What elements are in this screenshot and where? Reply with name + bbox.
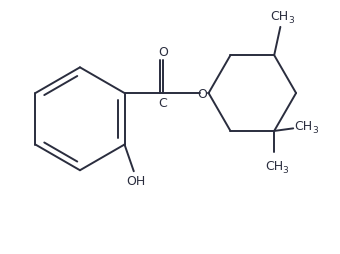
- Text: CH: CH: [265, 159, 283, 172]
- Text: CH: CH: [294, 120, 312, 133]
- Text: C: C: [159, 97, 168, 109]
- Text: CH: CH: [270, 10, 288, 23]
- Text: 3: 3: [288, 15, 293, 25]
- Text: OH: OH: [127, 174, 146, 187]
- Text: 3: 3: [312, 125, 318, 134]
- Text: O: O: [197, 87, 207, 100]
- Text: O: O: [158, 46, 168, 59]
- Text: 3: 3: [283, 165, 288, 174]
